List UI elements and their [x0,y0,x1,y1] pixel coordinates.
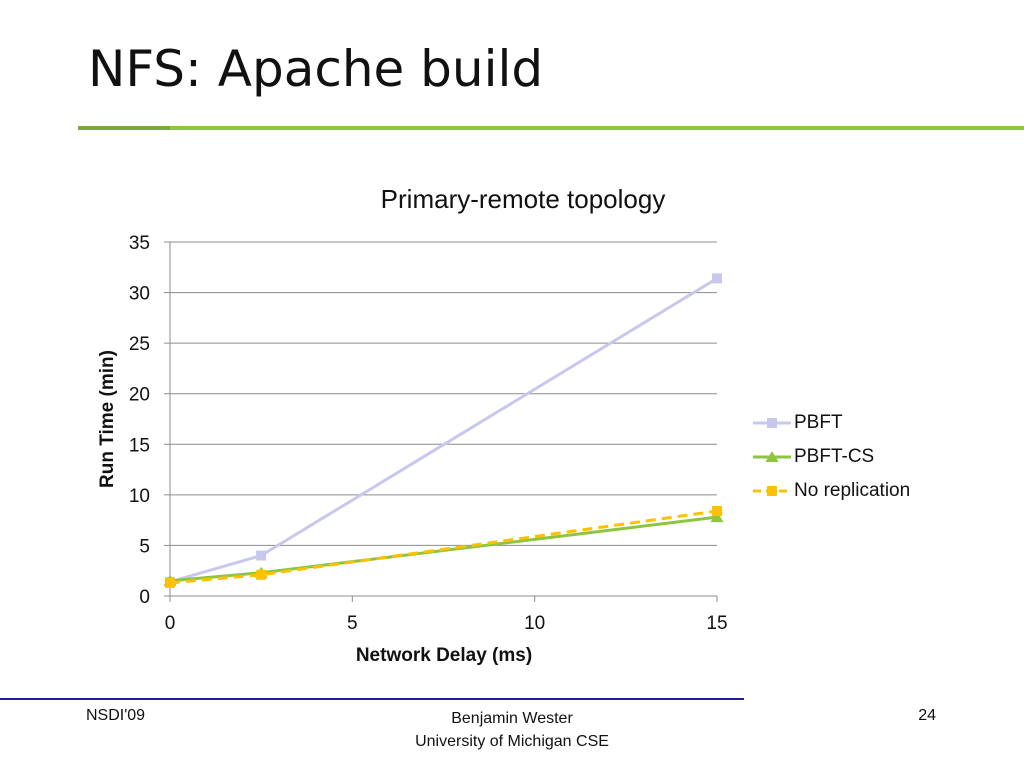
data-series [163,273,724,588]
series-no-replication [165,506,722,588]
legend-item-no-replication: No replication [752,474,910,508]
data-point-pbft-cs [710,511,724,523]
x-tick-label: 0 [165,613,176,634]
data-point-no-replication [256,569,267,580]
footer-rule [0,698,744,700]
x-tick-label: 15 [706,613,727,634]
y-tick-label: 20 [129,385,150,406]
chart-legend: PBFT PBFT-CS No replication [752,406,910,508]
series-line-pbft [169,277,718,584]
y-tick-label: 5 [139,536,150,557]
legend-item-pbft-cs: PBFT-CS [752,440,910,474]
y-tick-label: 15 [129,435,150,456]
y-axis-label: Run Time (min) [97,350,118,488]
chart-title: Primary-remote topology [381,184,666,214]
legend-swatch-no-replication [753,486,791,496]
legend-label-pbft-cs: PBFT-CS [794,446,875,467]
footer-conference: NSDI'09 [86,707,146,724]
data-point-pbft [256,550,267,561]
title-underline-accent [78,126,170,130]
legend-swatch-pbft [753,418,791,428]
data-point-no-replication [712,506,722,517]
legend-marker-pbft-cs [765,451,779,462]
data-point-pbft [712,273,722,284]
data-point-no-replication [165,577,175,588]
footer-author-name: Benjamin Wester [451,710,573,727]
legend-label-no-replication: No replication [794,480,911,501]
y-tick-label: 25 [129,334,150,355]
x-axis-label: Network Delay (ms) [356,645,532,666]
page-number: 24 [918,707,936,724]
y-tick-label: 35 [129,233,150,254]
gridlines [170,241,717,546]
legend-marker-no-replication [767,486,777,496]
footer-author: Benjamin Wester University of Michigan C… [362,707,662,753]
y-tick-label: 0 [139,587,150,608]
footer-affiliation: University of Michigan CSE [415,733,609,750]
x-tick-label: 5 [347,613,358,634]
series-pbft [165,273,722,587]
x-tick-label: 10 [524,613,545,634]
legend-label-pbft: PBFT [794,412,843,433]
slide-title: NFS: Apache build [88,40,544,98]
legend-marker-pbft [767,418,777,428]
axes [164,241,718,602]
legend-swatch-pbft-cs [753,451,791,462]
title-underline [78,126,1024,130]
y-tick-label: 10 [129,486,150,507]
legend-item-pbft: PBFT [752,406,910,440]
y-tick-label: 30 [129,284,150,305]
tick-labels: 0 5 10 15 20 25 30 35 0 5 10 15 [129,233,728,634]
